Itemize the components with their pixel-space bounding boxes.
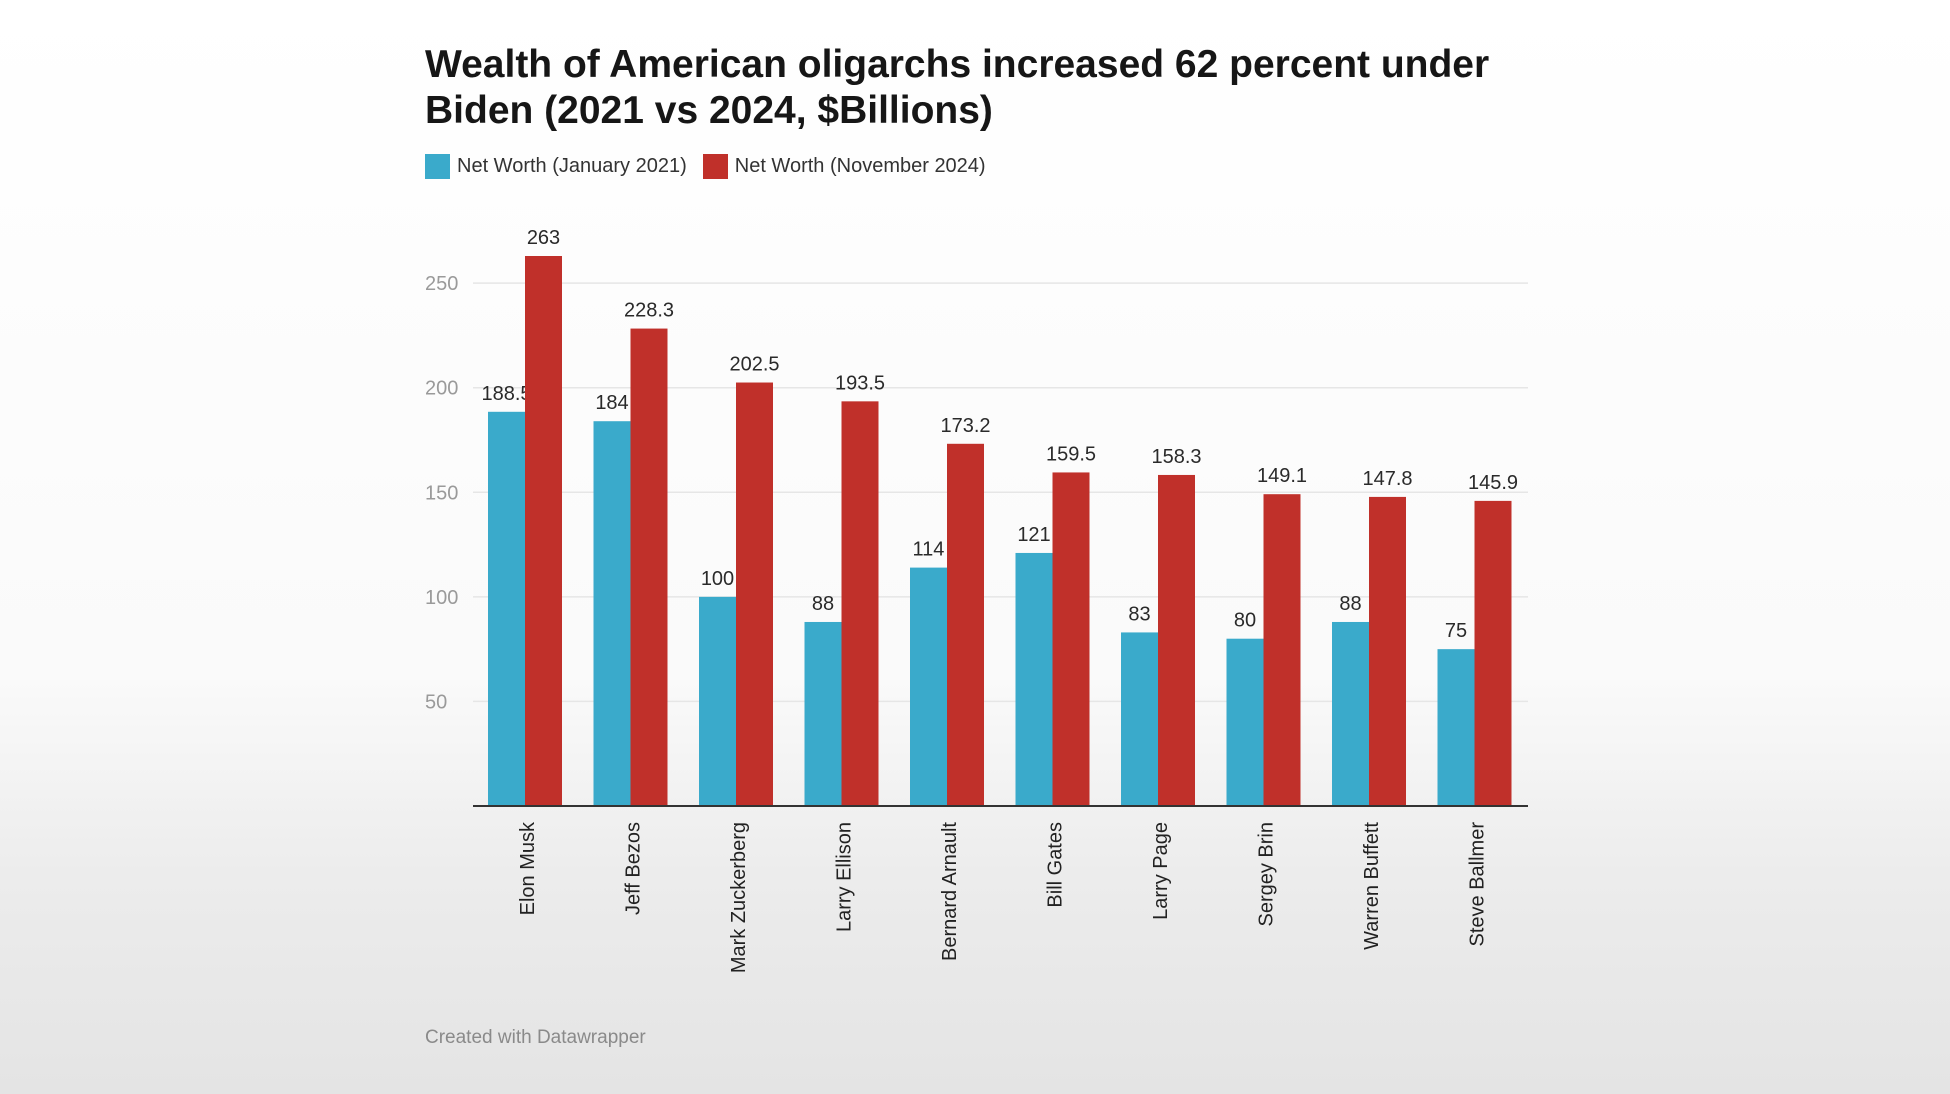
value-label: 147.8 (1362, 468, 1412, 490)
value-label: 173.2 (940, 415, 990, 437)
x-category-label: Steve Ballmer (1467, 822, 1489, 947)
legend-swatch-2021 (425, 154, 450, 179)
legend: Net Worth (January 2021) Net Worth (Nove… (425, 154, 1002, 179)
legend-label-2024: Net Worth (November 2024) (734, 155, 986, 177)
bar-2021 (910, 567, 947, 806)
value-label: 188.5 (481, 383, 531, 405)
bar-2024 (1158, 474, 1195, 806)
legend-item-2024: Net Worth (November 2024) (702, 154, 986, 179)
x-category-label: Warren Buffett (1361, 822, 1383, 950)
x-category-label: Bill Gates (1045, 822, 1067, 908)
legend-label-2021: Net Worth (January 2021) (457, 155, 687, 177)
bar-2024 (1474, 500, 1512, 806)
x-category-label: Larry Ellison (834, 822, 856, 932)
bar-2021 (593, 421, 631, 806)
y-tick-label: 250 (425, 273, 458, 295)
value-label: 158.3 (1151, 446, 1201, 468)
bar-2024 (630, 328, 668, 806)
footer-credit: Created with Datawrapper (425, 1027, 646, 1048)
bar-2021 (1015, 552, 1053, 806)
value-label: 83 (1128, 603, 1150, 625)
x-category-label: Jeff Bezos (623, 822, 645, 915)
x-category-label: Mark Zuckerberg (728, 822, 750, 973)
y-tick-label: 50 (425, 691, 447, 713)
bar-2021 (699, 596, 736, 806)
y-tick-label: 100 (425, 587, 458, 609)
bar-2024 (841, 401, 879, 806)
bar-2021 (1437, 649, 1475, 806)
legend-swatch-2024 (702, 154, 728, 179)
x-category-label: Sergey Brin (1256, 822, 1278, 927)
bar-2021 (804, 621, 842, 806)
value-label: 75 (1445, 620, 1467, 642)
y-tick-label: 200 (425, 378, 458, 400)
bar-2021 (1332, 621, 1369, 806)
value-label: 80 (1234, 610, 1256, 632)
bar-2024 (947, 443, 984, 806)
value-label: 193.5 (835, 372, 885, 394)
bar-2024 (736, 382, 773, 806)
bar-2021 (1226, 638, 1264, 806)
bar-2024 (1052, 472, 1090, 806)
value-label: 228.3 (624, 300, 674, 322)
value-label: 88 (1339, 593, 1361, 615)
value-label: 149.1 (1257, 465, 1307, 487)
bar-2021 (488, 411, 525, 806)
x-category-label: Bernard Arnault (939, 822, 961, 961)
bar-2021 (1121, 632, 1158, 806)
value-label: 263 (527, 227, 560, 249)
value-label: 100 (701, 568, 734, 590)
value-label: 184 (595, 392, 628, 414)
value-label: 88 (812, 593, 834, 615)
value-label: 121 (1017, 524, 1050, 546)
bar-2024 (1369, 496, 1406, 806)
y-tick-label: 150 (425, 482, 458, 504)
bar-2024 (525, 256, 562, 806)
chart-title: Wealth of American oligarchs increased 6… (425, 43, 1490, 132)
x-category-label: Elon Musk (517, 821, 539, 915)
bar-2024 (1263, 494, 1301, 806)
legend-item-2021: Net Worth (January 2021) (425, 154, 687, 179)
value-label: 145.9 (1468, 472, 1518, 494)
value-label: 114 (913, 539, 945, 561)
value-label: 159.5 (1046, 443, 1096, 465)
value-label: 202.5 (729, 354, 779, 376)
x-category-label: Larry Page (1150, 822, 1172, 920)
